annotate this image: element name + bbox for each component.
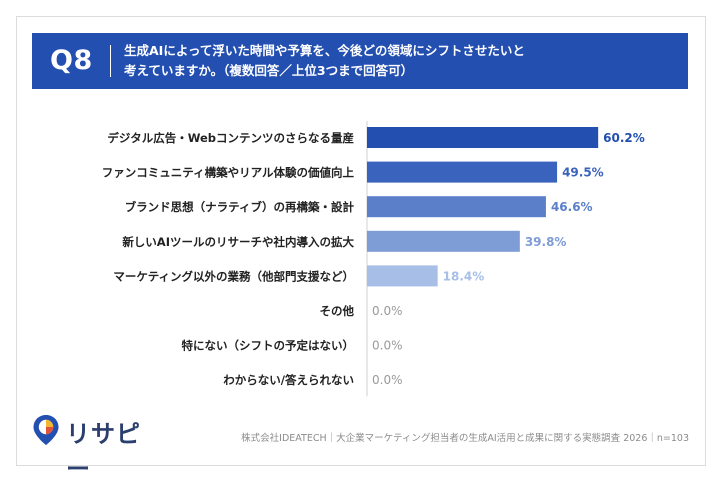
category-label: ブランド思想（ナラティブ）の再構築・設計 (125, 200, 355, 214)
brand-logo-text: リサピー (66, 420, 141, 483)
bar (367, 127, 599, 148)
value-label: 0.0% (372, 373, 403, 387)
category-label: ファンコミュニティ構築やリアル体験の価値向上 (102, 166, 355, 180)
value-label: 0.0% (372, 339, 403, 353)
brand-logo: リサピー (32, 412, 152, 483)
bar (367, 230, 520, 252)
value-label: 49.5% (562, 166, 604, 180)
question-line-2: 考えていますか。（複数回答／上位3つまで回答可） (124, 63, 414, 78)
question-divider (110, 45, 111, 77)
question-text: 生成AIによって浮いた時間や予算を、今後どの領域にシフトさせたいと 考えています… (124, 41, 664, 81)
question-number: Q8 (50, 45, 93, 76)
question-line-1: 生成AIによって浮いた時間や予算を、今後どの領域にシフトさせたいと (124, 43, 525, 58)
value-label: 46.6% (551, 200, 593, 214)
pin-icon (33, 415, 59, 445)
value-label: 60.2% (603, 131, 645, 145)
value-label: 18.4% (443, 269, 485, 283)
source-footer: 株式会社IDEATECH｜大企業マーケティング担当者の生成AI活用と成果に関する… (241, 433, 689, 444)
category-label: 新しいAIツールのリサーチや社内導入の拡大 (122, 235, 354, 249)
category-label: わからない/答えられない (223, 373, 354, 387)
category-label: デジタル広告・Webコンテンツのさらなる量産 (107, 131, 354, 145)
category-label: その他 (320, 304, 355, 318)
bar (367, 265, 438, 287)
question-banner: Q8 生成AIによって浮いた時間や予算を、今後どの領域にシフトさせたいと 考えて… (32, 33, 688, 89)
bar (367, 161, 558, 183)
chart-card (16, 16, 706, 466)
value-label: 0.0% (372, 304, 403, 318)
category-label: 特にない（シフトの予定はない） (182, 339, 355, 353)
category-label: マーケティング以外の業務（他部門支援など） (113, 269, 354, 283)
bar (367, 196, 546, 218)
value-label: 39.8% (525, 235, 567, 249)
